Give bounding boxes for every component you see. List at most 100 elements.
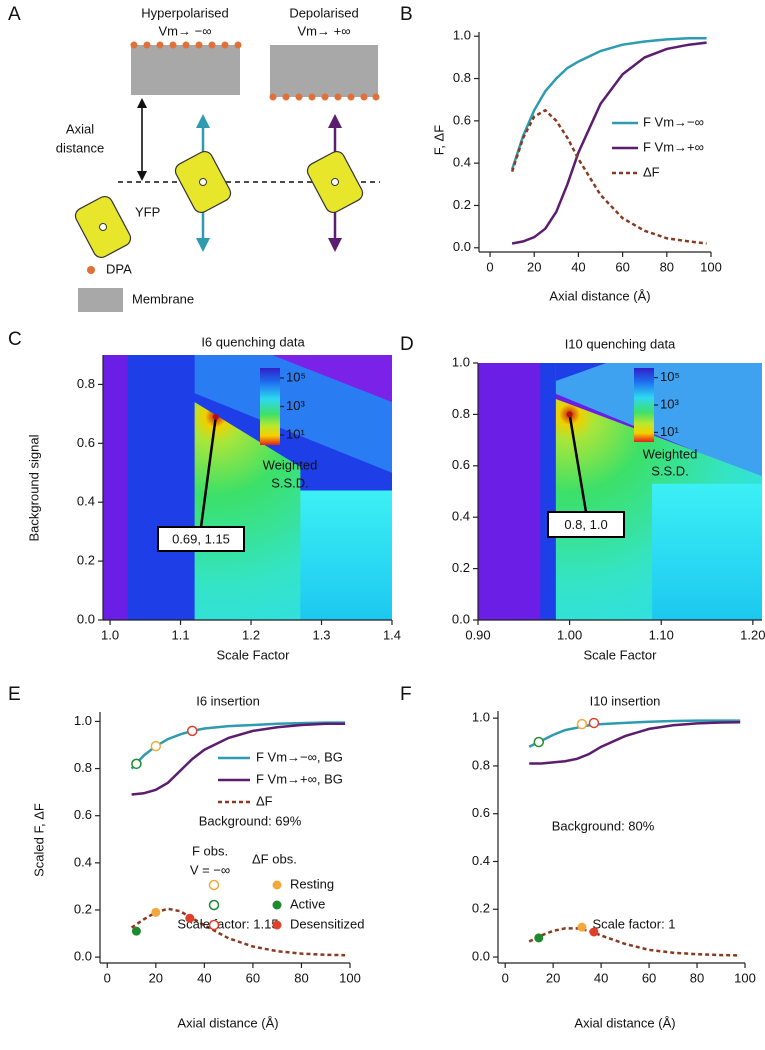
x-tick-label: 100 bbox=[339, 970, 361, 985]
df-observation bbox=[131, 926, 141, 936]
legend-label: Resting bbox=[290, 876, 334, 891]
annotation-box bbox=[157, 526, 245, 552]
panel-label: E bbox=[8, 684, 21, 705]
note: Background: 80% bbox=[552, 818, 655, 833]
panel-label: D bbox=[400, 334, 414, 355]
x-tick-label: 20 bbox=[527, 259, 541, 274]
heatmap-region bbox=[555, 363, 762, 479]
y-tick-label: 0.6 bbox=[453, 112, 471, 127]
panel-label: B bbox=[400, 4, 413, 25]
x-tick-label: 60 bbox=[642, 970, 656, 985]
yfp bbox=[174, 150, 232, 214]
y-tick-label: 1.0 bbox=[74, 713, 92, 728]
colorbar-tick-label: 10¹ bbox=[660, 424, 679, 439]
y-tick-label: 0.6 bbox=[74, 807, 92, 822]
x-tick-label: 1.0 bbox=[101, 627, 119, 642]
legend-label: ΔF bbox=[643, 164, 660, 179]
chart: 0 20 40 60 80 100 0.0 0.2 0.4 0.6 0.8 1.0 Axial dist… bbox=[431, 28, 721, 304]
y-tick-label: 0.2 bbox=[74, 901, 92, 916]
legend-header: F obs. bbox=[192, 843, 228, 858]
y-tick-label: 1.0 bbox=[452, 354, 470, 369]
yfp bbox=[306, 150, 364, 214]
heatmap bbox=[103, 355, 392, 620]
membrane-key bbox=[78, 288, 123, 312]
f-observation bbox=[150, 740, 162, 752]
y-tick-label: 0.0 bbox=[472, 948, 490, 963]
annotation-point bbox=[212, 413, 219, 420]
y-tick-label: 0.6 bbox=[452, 457, 470, 472]
legend-swatch bbox=[208, 919, 220, 931]
y-tick-label: 0.0 bbox=[74, 949, 92, 964]
legend-header: V = −∞ bbox=[190, 862, 230, 877]
x-tick-label: 100 bbox=[734, 970, 756, 985]
colorbar-tick-label: 10³ bbox=[286, 398, 305, 413]
y-tick-label: 0.4 bbox=[452, 509, 470, 524]
y-tick-label: 0.6 bbox=[472, 805, 490, 820]
heatmap bbox=[478, 363, 762, 620]
y-tick-label: 0.8 bbox=[452, 406, 470, 421]
x-tick-label: 0 bbox=[486, 259, 493, 274]
x-tick-label: 0.90 bbox=[465, 627, 490, 642]
x-tick-label: 1.10 bbox=[649, 627, 674, 642]
note: Background: 69% bbox=[199, 813, 302, 828]
df-observation bbox=[151, 907, 161, 917]
x-axis-label: Axial distance (Å) bbox=[574, 1015, 675, 1030]
legend-label: ΔF bbox=[256, 793, 273, 808]
diagram-label: Vm→ +∞ bbox=[298, 23, 351, 38]
y-tick-label: 0.6 bbox=[77, 435, 95, 450]
panel-label: C bbox=[8, 329, 22, 350]
legend-label: YFP bbox=[135, 204, 160, 219]
legend-header: ΔF obs. bbox=[252, 851, 297, 866]
heatmap-region bbox=[540, 363, 556, 620]
y-axis-label: F, ΔF bbox=[431, 125, 446, 155]
x-axis-label: Axial distance (Å) bbox=[177, 1015, 278, 1030]
x-tick-label: 80 bbox=[660, 259, 674, 274]
colorbar-tick-label: 10⁵ bbox=[660, 369, 680, 384]
dpa-dots bbox=[130, 41, 380, 101]
df-observation bbox=[534, 933, 544, 943]
x-axis-label: Scale Factor bbox=[584, 647, 658, 662]
x-tick-label: 20 bbox=[149, 970, 163, 985]
x-tick-label: 1.3 bbox=[312, 627, 330, 642]
legend-swatch bbox=[272, 900, 282, 910]
chart-title: I6 quenching data bbox=[201, 334, 305, 349]
chart-title: I10 quenching data bbox=[565, 336, 676, 351]
heatmap-region bbox=[300, 490, 392, 620]
f-observation bbox=[576, 718, 588, 730]
line bbox=[510, 108, 707, 245]
colorbar-tick-label: 10³ bbox=[660, 396, 679, 411]
x-tick-label: 20 bbox=[546, 970, 560, 985]
heatmap-region bbox=[555, 363, 607, 381]
f-observation bbox=[588, 717, 600, 729]
y-tick-label: 0.2 bbox=[77, 553, 95, 568]
heatmap-region bbox=[194, 355, 392, 473]
chart: 10¹ 10³ 10⁵ Weighted S.S.D. 0.69, 1.15 1.0 1.1 1… bbox=[26, 334, 401, 662]
y-tick-label: 0.8 bbox=[77, 376, 95, 391]
x-axis-label: Axial distance (Å) bbox=[549, 288, 650, 303]
diagram: Hyperpolarised Vm→ −∞ Depolarised Vm→ +∞… bbox=[56, 5, 380, 312]
chart: 10¹ 10³ 10⁵ Weighted S.S.D. 0.8, 1.0 0.90 1.00 1… bbox=[452, 336, 765, 662]
x-tick-label: 40 bbox=[571, 259, 585, 274]
arrow-head bbox=[328, 114, 342, 252]
legend-label: F Vm→+∞, BG bbox=[256, 771, 343, 786]
x-tick-label: 60 bbox=[246, 970, 260, 985]
annotation-line bbox=[568, 414, 588, 513]
x-tick-label: 1.4 bbox=[383, 627, 401, 642]
legend-label: F Vm→+∞ bbox=[643, 139, 704, 154]
df-observation bbox=[185, 913, 195, 923]
yfp-key bbox=[74, 195, 132, 259]
f-observation bbox=[131, 758, 142, 770]
colorbar bbox=[260, 368, 280, 445]
y-tick-label: 1.0 bbox=[453, 28, 471, 43]
colorbar-label: Weighted bbox=[263, 457, 318, 472]
arrow-head bbox=[196, 114, 210, 252]
legend-swatch bbox=[272, 880, 282, 890]
legend-label: Membrane bbox=[132, 291, 194, 306]
line bbox=[528, 927, 741, 957]
dpa-key bbox=[87, 266, 95, 274]
y-tick-label: 0.0 bbox=[452, 611, 470, 626]
y-tick-label: 0.4 bbox=[74, 854, 92, 869]
x-tick-label: 1.00 bbox=[557, 627, 582, 642]
chart-title: I10 insertion bbox=[590, 693, 661, 708]
y-tick-label: 0.0 bbox=[77, 611, 95, 626]
